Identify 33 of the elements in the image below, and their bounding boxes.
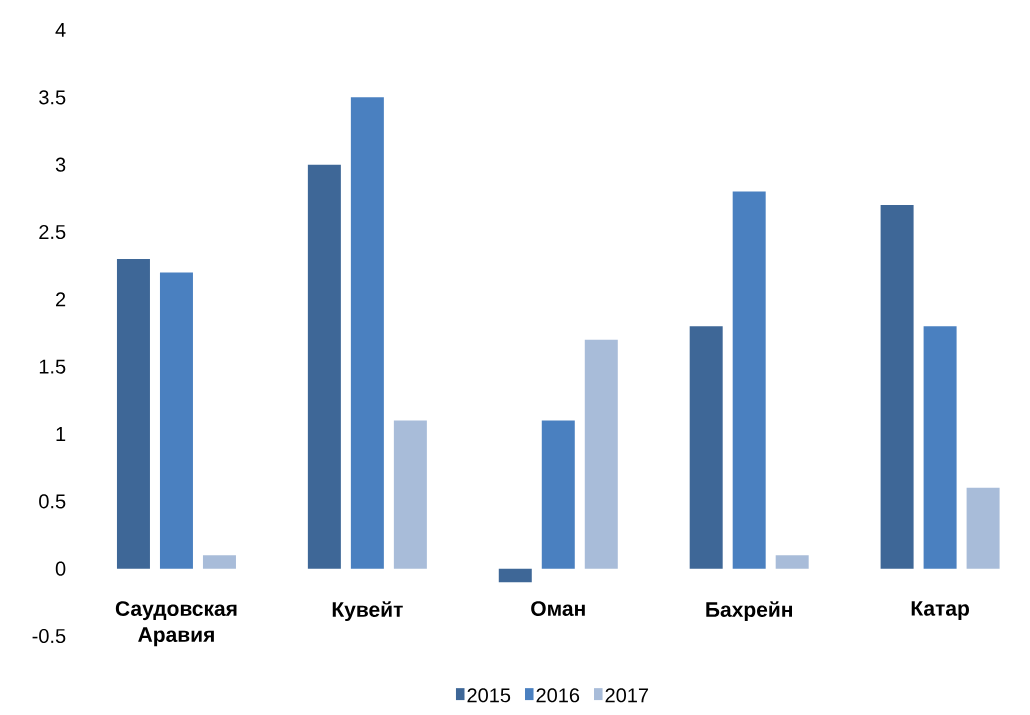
- x-tick-label: Кувейт: [332, 601, 403, 622]
- y-tick-label: 3: [55, 157, 66, 172]
- y-tick-label: -0.5: [32, 628, 66, 644]
- y-tick-label: 0: [55, 561, 66, 576]
- bar: [498, 568, 532, 583]
- x-tick-label: Саудовская Аравия: [115, 601, 237, 647]
- bar: [393, 420, 427, 569]
- bar: [775, 555, 809, 569]
- bar: [923, 326, 957, 569]
- y-tick-label: 3.5: [39, 90, 66, 105]
- bar: [350, 97, 384, 569]
- y-tick-label: 1: [56, 427, 66, 441]
- bar: [541, 420, 575, 569]
- bar: [116, 258, 150, 569]
- legend-label: 2017: [605, 688, 649, 703]
- x-tick-label: Оман: [531, 601, 585, 616]
- y-tick-label: 2.5: [39, 224, 66, 240]
- bar: [307, 164, 341, 569]
- bar: [584, 339, 618, 569]
- y-tick-label: 4: [55, 23, 66, 37]
- x-tick-label: Катар: [911, 601, 969, 620]
- bar: [732, 191, 766, 569]
- legend-label: 2016: [536, 688, 580, 703]
- y-tick-label: 0.5: [39, 494, 66, 509]
- bar: [966, 487, 1000, 569]
- bar: [202, 555, 236, 569]
- y-tick-label: 1.5: [39, 359, 66, 374]
- x-tick-label: Бахрейн: [706, 601, 792, 622]
- bar: [689, 326, 723, 569]
- legend-label: 2015: [467, 688, 511, 703]
- y-tick-label: 2: [56, 292, 66, 307]
- bar: [880, 205, 914, 569]
- bar: [159, 272, 193, 569]
